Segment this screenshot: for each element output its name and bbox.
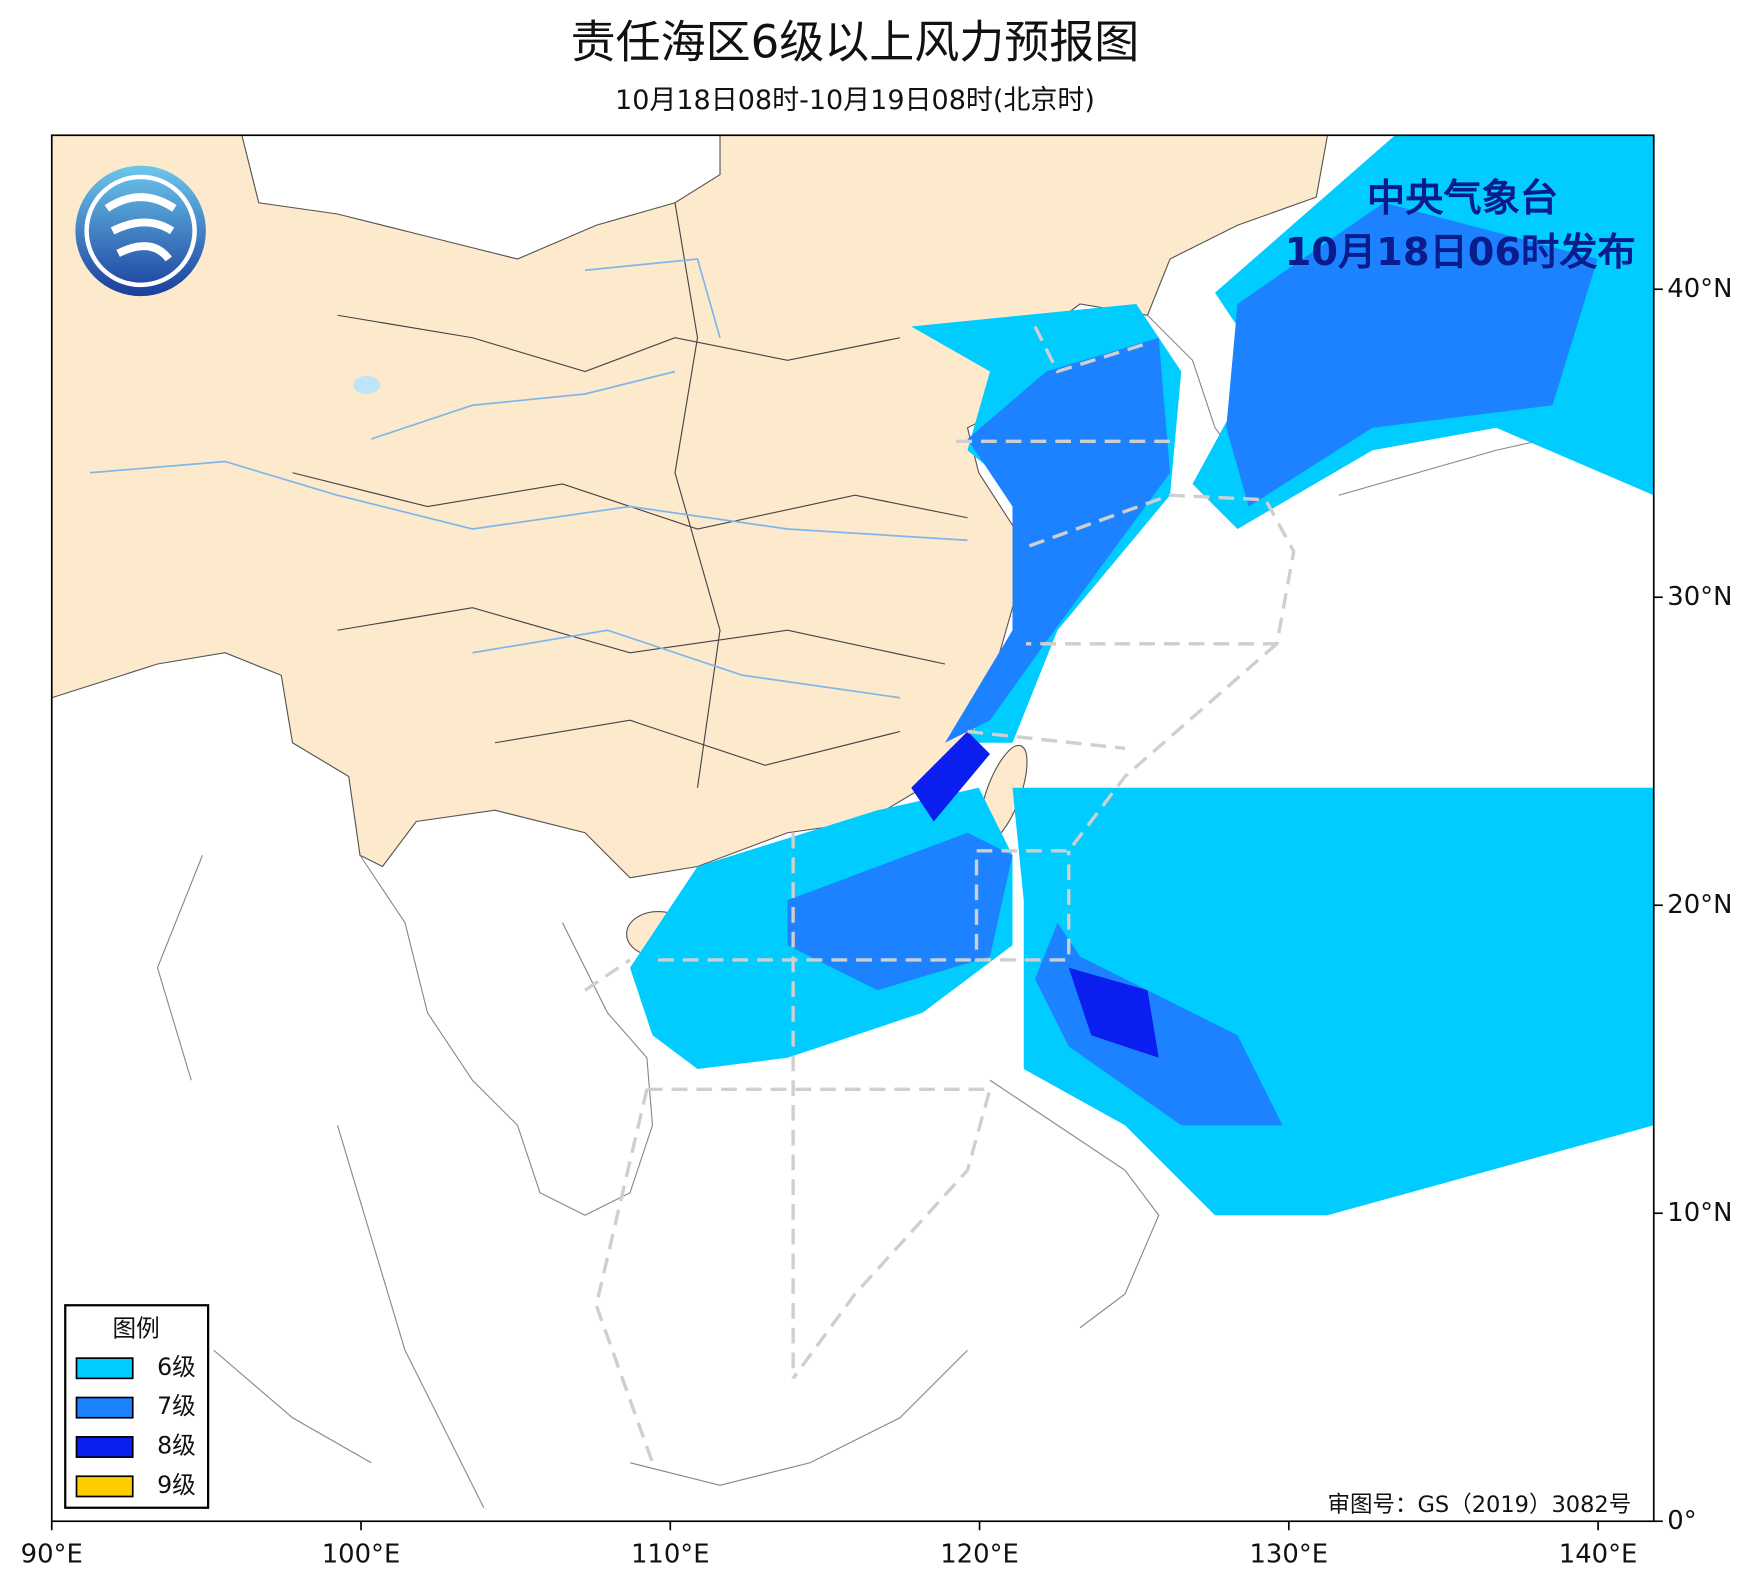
legend-label: 7级 xyxy=(157,1392,196,1420)
legend-swatch xyxy=(75,1475,134,1498)
legend-swatch xyxy=(75,1357,134,1380)
map-frame xyxy=(50,134,1655,1523)
wind-area xyxy=(1035,922,1283,1126)
map-body xyxy=(51,135,1654,1522)
wind-area xyxy=(945,337,1170,743)
legend-label: 9级 xyxy=(157,1471,196,1499)
wind-area xyxy=(911,731,990,822)
x-tick-label: 110°E xyxy=(631,1540,710,1570)
approval-note: 审图号：GS（2019）3082号 xyxy=(1328,1492,1632,1518)
y-tick-label: 0° xyxy=(1667,1506,1696,1536)
subtitle: 10月18日08时-10月19日08时(北京时) xyxy=(615,85,1095,116)
legend-swatch xyxy=(75,1396,134,1419)
x-tick-label: 100°E xyxy=(322,1540,401,1570)
x-tick-label: 90°E xyxy=(21,1540,83,1570)
logo xyxy=(75,165,206,297)
y-tick-label: 20°N xyxy=(1667,890,1732,920)
x-tick-label: 120°E xyxy=(940,1540,1019,1570)
y-tick-label: 30°N xyxy=(1667,582,1732,612)
legend-title: 图例 xyxy=(113,1315,160,1343)
wind-area xyxy=(1068,967,1159,1058)
legend-label: 8级 xyxy=(157,1432,196,1460)
wind-area xyxy=(787,832,1013,991)
legend-swatch xyxy=(75,1436,134,1458)
wind-area xyxy=(1226,202,1598,507)
x-tick-label: 130°E xyxy=(1249,1540,1328,1570)
y-tick-label: 40°N xyxy=(1667,274,1732,304)
legend-label: 6级 xyxy=(157,1353,196,1381)
title: 责任海区6级以上风力预报图 xyxy=(571,15,1140,68)
y-tick-label: 10°N xyxy=(1667,1198,1732,1228)
wind-areas xyxy=(630,135,1654,1216)
issuer-name: 中央气象台 xyxy=(1367,176,1558,221)
x-tick-label: 140°E xyxy=(1559,1540,1638,1570)
issuer-time: 10月18日06时发布 xyxy=(1285,230,1636,275)
legend: 图例 6级 7级 8级 9级 xyxy=(64,1304,210,1509)
